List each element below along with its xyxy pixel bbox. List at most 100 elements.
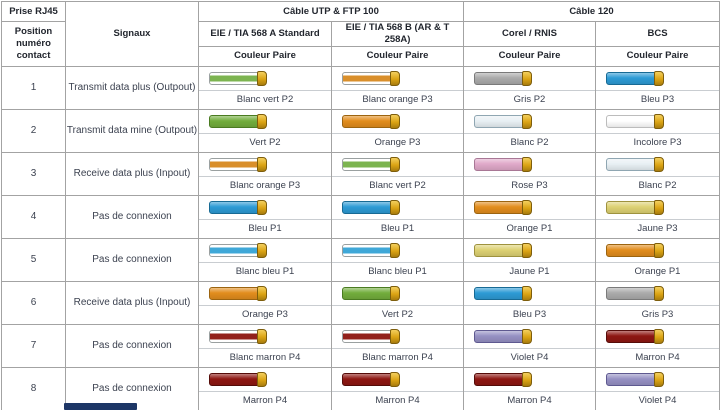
jaune-wire-icon: [474, 242, 532, 258]
connector-tip-icon: [522, 70, 532, 86]
wire-icon-area: [199, 325, 331, 349]
wire-icon-area: [596, 368, 719, 392]
connector-tip-icon: [522, 156, 532, 172]
connector-tip-icon: [654, 242, 664, 258]
wire-color-label: Rose P3: [511, 179, 548, 191]
color-cell: Bleu P3: [463, 280, 596, 325]
header-position-numero-contact: Position numéro contact: [1, 21, 66, 67]
wire-icon-area: [464, 239, 595, 263]
color-cell: Jaune P1: [463, 237, 596, 282]
vert-wire-icon: [209, 113, 267, 129]
table-row: 4 Pas de connexion Bleu P1 Bleu P1 Orange P1…: [1, 194, 720, 239]
color-cell: Incolore P3: [595, 108, 720, 153]
wire-color-label: Orange P3: [242, 308, 288, 320]
wire-icon-area: [199, 67, 331, 91]
wire-icon-area: [332, 196, 463, 220]
contact-number: 6: [1, 280, 66, 325]
connector-tip-icon: [390, 199, 400, 215]
connector-tip-icon: [257, 285, 267, 301]
wire-color-label: Violet P4: [638, 394, 677, 406]
color-cell: Violet P4: [595, 366, 720, 410]
wire-icon-area: [199, 282, 331, 306]
color-cell: Marron P4: [198, 366, 332, 410]
blanc-bleu-wire-icon: [209, 242, 267, 258]
orange-wire-icon: [209, 285, 267, 301]
wire-color-label: Gris P3: [641, 308, 674, 320]
header-cable-120: Câble 120: [463, 1, 720, 22]
color-cell: Gris P3: [595, 280, 720, 325]
wire-icon-area: [199, 110, 331, 134]
wire-icon-area: [464, 325, 595, 349]
header-couleur-paire-1: Couleur Paire: [198, 45, 332, 67]
bleu-wire-icon: [606, 70, 664, 86]
contact-number: 8: [1, 366, 66, 410]
connector-tip-icon: [654, 199, 664, 215]
connector-tip-icon: [390, 113, 400, 129]
color-cell: Orange P1: [463, 194, 596, 239]
table-row: 3 Receive data plus (Inpout) Blanc orange …: [1, 151, 720, 196]
blanc-marron-wire-icon: [209, 328, 267, 344]
wire-color-label: Blanc marron P4: [362, 351, 433, 363]
table-row: 5 Pas de connexion Blanc bleu P1 Blanc bleu…: [1, 237, 720, 282]
connector-tip-icon: [257, 113, 267, 129]
connector-tip-icon: [522, 113, 532, 129]
violet-wire-icon: [474, 328, 532, 344]
connector-tip-icon: [257, 156, 267, 172]
marron-wire-icon: [606, 328, 664, 344]
wire-icon-area: [596, 196, 719, 220]
connector-tip-icon: [390, 285, 400, 301]
connector-tip-icon: [257, 328, 267, 344]
color-cell: Orange P3: [198, 280, 332, 325]
violet-wire-icon: [606, 371, 664, 387]
wire-color-label: Blanc vert P2: [236, 93, 294, 105]
wire-icon-area: [332, 368, 463, 392]
orange-wire-icon: [606, 242, 664, 258]
connector-tip-icon: [522, 328, 532, 344]
wire-color-label: Marron P4: [507, 394, 552, 406]
wire-icon-area: [596, 325, 719, 349]
signal-label: Pas de connexion: [65, 237, 199, 282]
contact-number: 7: [1, 323, 66, 368]
color-cell: Bleu P1: [331, 194, 464, 239]
wire-icon-area: [596, 67, 719, 91]
color-cell: Blanc P2: [595, 151, 720, 196]
orange-wire-icon: [342, 113, 400, 129]
connector-tip-icon: [390, 371, 400, 387]
header-bcs: BCS: [595, 21, 720, 47]
wire-color-label: Blanc P2: [510, 136, 549, 148]
color-cell: Rose P3: [463, 151, 596, 196]
signal-label: Transmit data mine (Outpout): [65, 108, 199, 153]
connector-tip-icon: [654, 371, 664, 387]
color-cell: Blanc orange P3: [198, 151, 332, 196]
wire-icon-area: [332, 153, 463, 177]
wire-icon-area: [332, 325, 463, 349]
wire-icon-area: [332, 67, 463, 91]
table-row: 2 Transmit data mine (Outpout) Vert P2 Oran…: [1, 108, 720, 153]
color-cell: Orange P1: [595, 237, 720, 282]
header-corel-rnis: Corel / RNIS: [463, 21, 596, 47]
wire-color-label: Vert P2: [381, 308, 414, 320]
connector-tip-icon: [522, 371, 532, 387]
color-cell: Vert P2: [198, 108, 332, 153]
wire-color-label: Blanc bleu P1: [368, 265, 427, 277]
color-cell: Marron P4: [595, 323, 720, 368]
color-cell: Blanc bleu P1: [198, 237, 332, 282]
color-cell: Blanc marron P4: [198, 323, 332, 368]
header-tia-568a: EIE / TIA 568 A Standard: [198, 21, 332, 47]
wire-color-label: Incolore P3: [633, 136, 682, 148]
connector-tip-icon: [390, 242, 400, 258]
color-cell: Blanc marron P4: [331, 323, 464, 368]
wire-icon-area: [464, 282, 595, 306]
header-signaux: Signaux: [65, 1, 199, 67]
wire-color-label: Marron P4: [242, 394, 288, 406]
color-cell: Blanc bleu P1: [331, 237, 464, 282]
wire-color-label: Blanc P2: [638, 179, 677, 191]
color-cell: Gris P2: [463, 65, 596, 110]
color-cell: Marron P4: [331, 366, 464, 410]
wire-color-label: Jaune P3: [637, 222, 678, 234]
wire-icon-area: [464, 153, 595, 177]
wire-color-label: Blanc vert P2: [369, 179, 426, 191]
signal-label: Receive data plus (Inpout): [65, 280, 199, 325]
wire-icon-area: [464, 110, 595, 134]
